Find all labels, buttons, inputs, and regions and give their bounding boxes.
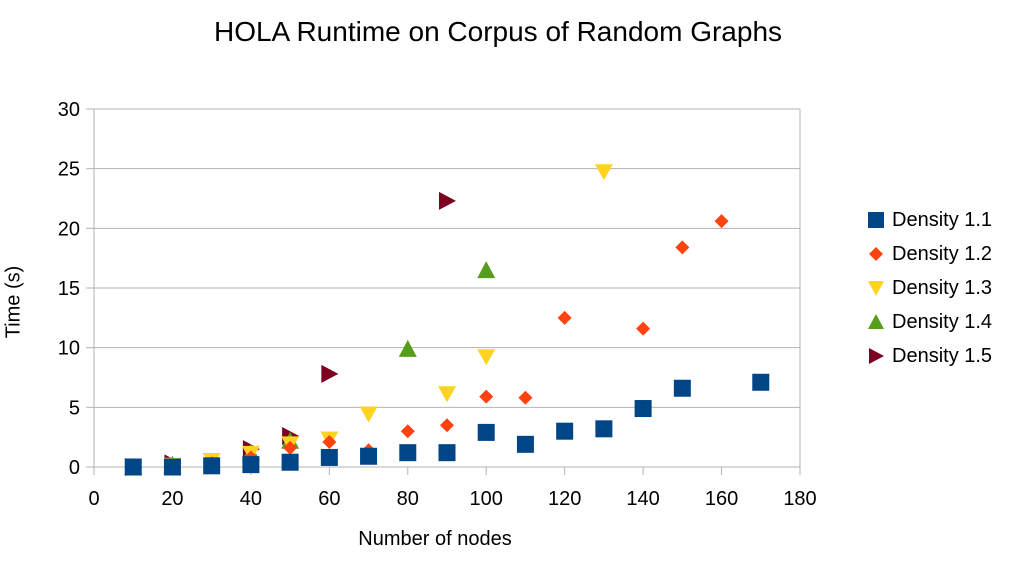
gridlines [86, 108, 800, 468]
point-s1-9 [477, 423, 495, 441]
y-axis-label: Time (s) [2, 265, 25, 339]
point-s1-1 [163, 458, 181, 476]
point-s3-7 [438, 386, 456, 403]
point-s2-11 [557, 310, 572, 325]
legend-label-4: Density 1.4 [892, 310, 993, 333]
legend-item-5: Density 1.5 [866, 339, 992, 373]
point-s2-5 [322, 434, 337, 449]
point-s1-8 [438, 444, 456, 462]
legend-item-4: Density 1.4 [866, 305, 992, 339]
legend-marker-1 [868, 212, 884, 228]
y-tick-label-2: 10 [58, 338, 80, 360]
point-s5-4 [321, 364, 339, 383]
point-s3-9 [594, 164, 613, 181]
point-s1-2 [203, 457, 221, 475]
y-tick-label-3: 15 [58, 278, 80, 300]
point-s2-4 [283, 440, 298, 455]
x-tick-label-9: 180 [783, 488, 816, 510]
point-s1-6 [360, 447, 378, 465]
y-tick-label-1: 5 [69, 397, 80, 419]
legend-item-1: Density 1.1 [866, 203, 992, 237]
legend-marker-5 [869, 348, 884, 364]
point-s2-9 [479, 389, 494, 404]
legend: Density 1.1 Density 1.2 Density 1.3 Density… [866, 203, 992, 373]
point-s3-6 [359, 406, 378, 423]
legend-marker-3 [868, 281, 884, 296]
legend-marker-2 [869, 247, 883, 261]
point-s2-13 [675, 240, 690, 255]
legend-marker-4 [868, 314, 884, 329]
x-tick-label-5: 100 [470, 488, 503, 510]
y-tick-label-6: 30 [58, 99, 80, 121]
point-s1-15 [752, 373, 770, 391]
y-tick-label-0: 0 [69, 457, 80, 479]
point-s2-14 [714, 214, 729, 229]
legend-label-1: Density 1.1 [892, 208, 993, 231]
y-tick-label-5: 25 [58, 159, 80, 181]
legend-label-3: Density 1.3 [892, 276, 993, 299]
x-axis-label: Number of nodes [358, 528, 512, 550]
legend-label-2: Density 1.2 [892, 242, 993, 265]
data-points [124, 164, 770, 476]
point-s1-7 [399, 444, 417, 462]
point-s1-14 [673, 379, 691, 397]
x-tick-label-2: 40 [240, 488, 262, 510]
x-tick-label-1: 20 [161, 488, 183, 510]
point-s1-3 [242, 456, 260, 474]
x-tick-label-0: 0 [88, 488, 99, 510]
tick-labels: 0 5 10 15 20 25 30 0 20 40 60 80 100 120 140 160 180 [58, 99, 817, 510]
point-s1-5 [320, 448, 338, 466]
y-tick-label-4: 20 [58, 218, 80, 240]
point-s2-7 [400, 424, 415, 439]
point-s4-5 [477, 261, 496, 279]
point-s2-12 [636, 321, 651, 336]
x-tick-label-3: 60 [318, 488, 340, 510]
point-s4-4 [398, 339, 417, 357]
x-tick-label-8: 160 [705, 488, 738, 510]
point-s2-10 [518, 390, 533, 405]
point-s1-11 [556, 422, 574, 440]
point-s1-12 [595, 420, 613, 438]
legend-label-5: Density 1.5 [892, 344, 993, 367]
point-s5-5 [439, 191, 456, 210]
point-s3-8 [477, 349, 496, 366]
legend-item-3: Density 1.3 [866, 271, 992, 305]
x-tick-label-6: 120 [548, 488, 581, 510]
legend-item-2: Density 1.2 [866, 237, 992, 271]
point-s2-8 [440, 418, 454, 433]
point-s1-4 [281, 453, 299, 471]
point-s1-13 [634, 400, 652, 418]
x-tick-label-7: 140 [626, 488, 659, 510]
point-s1-10 [516, 435, 534, 453]
point-s1-0 [124, 458, 142, 476]
chart-title: HOLA Runtime on Corpus of Random Graphs [213, 16, 783, 47]
x-tick-label-4: 80 [397, 488, 419, 510]
